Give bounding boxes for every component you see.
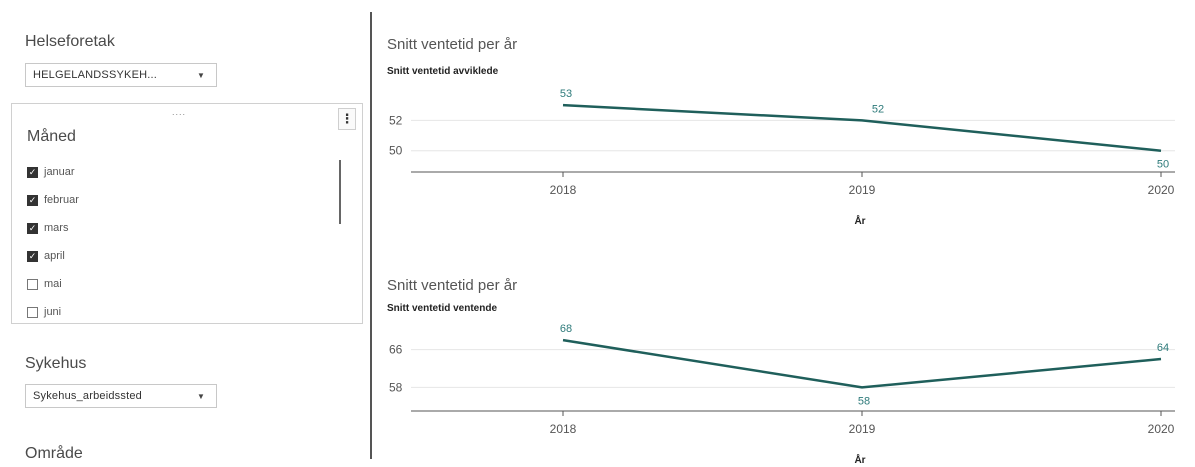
caret-down-icon: ▼ — [196, 391, 206, 401]
sykehus-label: Sykehus — [25, 355, 87, 372]
checkbox-unchecked-icon[interactable] — [27, 278, 38, 290]
sykehus-dropdown[interactable]: Sykehus_arbeidssted ▼ — [25, 384, 217, 408]
maned-filter-panel: .... ⋮ Måned ✓ januar ✓ februar ✓ mars ✓ april m… — [11, 103, 363, 324]
checkbox-checked-icon[interactable]: ✓ — [27, 166, 38, 178]
month-label: mars — [44, 222, 69, 234]
checkbox-checked-icon[interactable]: ✓ — [27, 194, 38, 206]
x-tick-label: 2018 — [550, 183, 577, 197]
series-line — [562, 103, 1162, 152]
column-divider[interactable] — [370, 12, 372, 459]
month-checkbox-mai[interactable]: mai — [27, 278, 62, 290]
checkbox-checked-icon[interactable]: ✓ — [27, 222, 38, 234]
helseforetak-dropdown[interactable]: HELGELANDSSYKEH... ▼ — [25, 63, 217, 87]
chart1-subtitle: Snitt ventetid avviklede — [387, 66, 499, 77]
drag-handle-icon[interactable]: .... — [172, 107, 187, 117]
data-label: 58 — [858, 395, 870, 407]
data-label: 52 — [872, 103, 884, 115]
chart2-title: Snitt ventetid per år — [387, 277, 518, 294]
maned-label: Måned — [27, 128, 76, 145]
month-checkbox-april[interactable]: ✓ april — [27, 250, 65, 262]
x-tick-label: 2020 — [1148, 422, 1175, 436]
x-tick-label: 2019 — [849, 422, 876, 436]
omrade-label: Område — [25, 445, 83, 462]
month-label: april — [44, 250, 65, 262]
month-label: januar — [44, 166, 75, 178]
data-label: 68 — [560, 323, 572, 335]
chart2-plot: 58 66 2018 2019 2020 År 68 58 64 — [389, 323, 1175, 466]
month-checkbox-mars[interactable]: ✓ mars — [27, 222, 68, 234]
data-label: 64 — [1157, 342, 1169, 354]
helseforetak-value: HELGELANDSSYKEH... — [33, 69, 158, 81]
month-label: juni — [44, 306, 62, 318]
x-tick-label: 2018 — [550, 422, 577, 436]
helseforetak-label: Helseforetak — [25, 33, 115, 50]
checkbox-unchecked-icon[interactable] — [27, 306, 38, 318]
month-checkbox-juni[interactable]: juni — [27, 306, 61, 318]
chart1-plot: 50 52 2018 2019 2020 År 53 52 50 — [389, 88, 1175, 227]
sykehus-value: Sykehus_arbeidssted — [33, 390, 142, 402]
month-label: mai — [44, 278, 62, 290]
x-tick-label: 2019 — [849, 183, 876, 197]
caret-down-icon: ▼ — [196, 70, 206, 80]
chart2-subtitle: Snitt ventetid ventende — [387, 303, 498, 314]
y-tick-label: 50 — [389, 144, 403, 158]
series-line — [562, 338, 1162, 389]
x-axis-label: År — [854, 214, 865, 227]
chart1-title: Snitt ventetid per år — [387, 36, 518, 53]
x-tick-label: 2020 — [1148, 183, 1175, 197]
month-checkbox-februar[interactable]: ✓ februar — [27, 194, 79, 206]
x-axis-label: År — [854, 453, 865, 466]
panel-scrollbar[interactable] — [339, 160, 341, 224]
y-tick-label: 58 — [389, 380, 403, 394]
more-options-button[interactable]: ⋮ — [338, 108, 356, 130]
y-tick-label: 66 — [389, 343, 403, 357]
checkbox-checked-icon[interactable]: ✓ — [27, 250, 38, 262]
month-label: februar — [44, 194, 79, 206]
data-label: 53 — [560, 88, 572, 100]
month-checkbox-januar[interactable]: ✓ januar — [27, 166, 75, 178]
data-label: 50 — [1157, 159, 1169, 171]
y-tick-label: 52 — [389, 113, 403, 127]
